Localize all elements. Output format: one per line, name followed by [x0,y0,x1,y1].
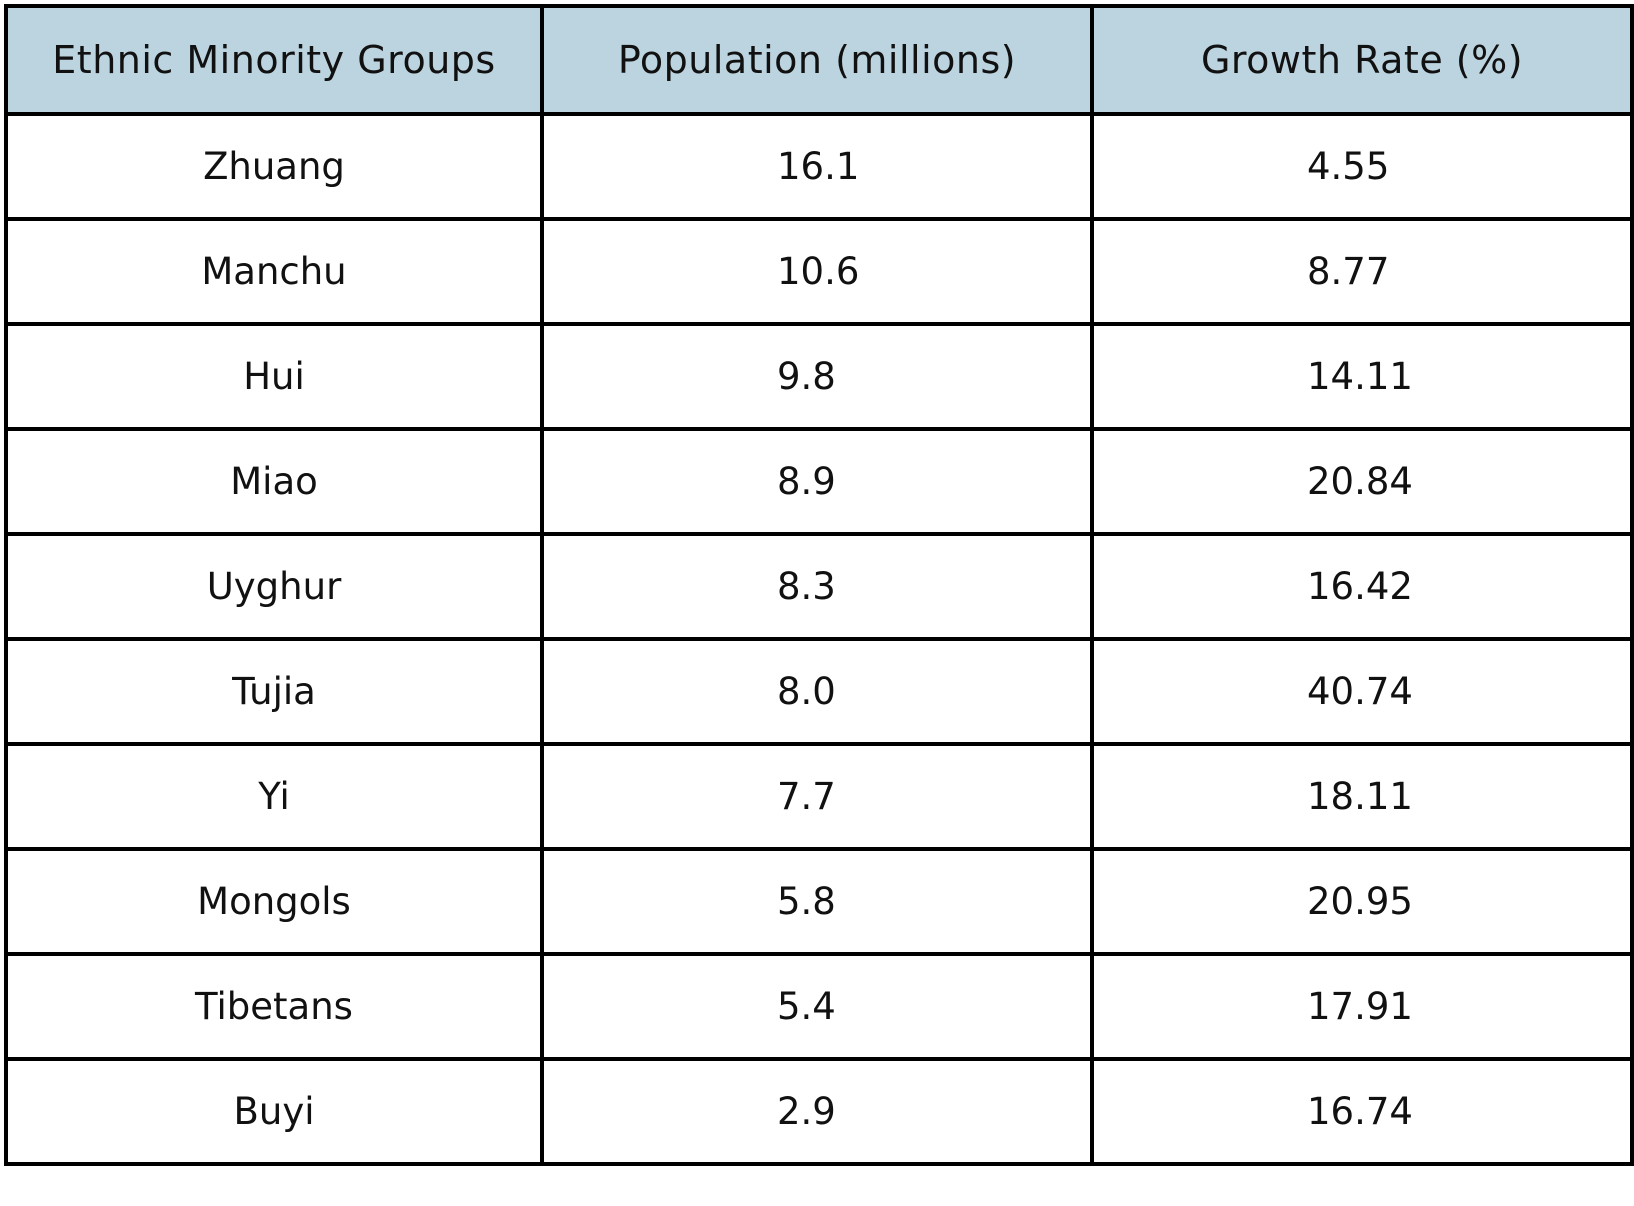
table-row: Tujia 8.0 40.74 [4,637,1634,746]
population-cell: 7.7 [540,742,1094,851]
group-cell: Miao [4,427,544,536]
table-row: Mongols 5.8 20.95 [4,847,1634,956]
growth-rate-cell: 4.55 [1090,112,1634,221]
growth-rate-cell: 20.95 [1090,847,1634,956]
table-row: Zhuang 16.1 4.55 [4,112,1634,221]
table-row: Uyghur 8.3 16.42 [4,532,1634,641]
table-row: Buyi 2.9 16.74 [4,1057,1634,1166]
population-cell: 10.6 [540,217,1094,326]
growth-rate-cell: 8.77 [1090,217,1634,326]
population-cell: 2.9 [540,1057,1094,1166]
table-header: Ethnic Minority Groups Population (milli… [4,4,1634,116]
growth-rate-cell: 18.11 [1090,742,1634,851]
population-cell: 8.3 [540,532,1094,641]
table-row: Miao 8.9 20.84 [4,427,1634,536]
growth-rate-cell: 14.11 [1090,322,1634,431]
population-cell: 5.4 [540,952,1094,1061]
column-header-group: Ethnic Minority Groups [4,4,544,116]
group-cell: Yi [4,742,544,851]
ethnic-minority-table: Ethnic Minority Groups Population (milli… [4,4,1634,1166]
growth-rate-cell: 17.91 [1090,952,1634,1061]
data-table-container: Ethnic Minority Groups Population (milli… [4,4,1634,1166]
table-row: Hui 9.8 14.11 [4,322,1634,431]
growth-rate-cell: 16.74 [1090,1057,1634,1166]
population-cell: 8.0 [540,637,1094,746]
population-cell: 5.8 [540,847,1094,956]
table-row: Manchu 10.6 8.77 [4,217,1634,326]
growth-rate-cell: 20.84 [1090,427,1634,536]
group-cell: Buyi [4,1057,544,1166]
growth-rate-cell: 40.74 [1090,637,1634,746]
group-cell: Hui [4,322,544,431]
column-header-population: Population (millions) [540,4,1094,116]
column-header-growth-rate: Growth Rate (%) [1090,4,1634,116]
population-cell: 9.8 [540,322,1094,431]
group-cell: Zhuang [4,112,544,221]
group-cell: Manchu [4,217,544,326]
table-row: Yi 7.7 18.11 [4,742,1634,851]
population-cell: 16.1 [540,112,1094,221]
table-body: Zhuang 16.1 4.55 Manchu 10.6 8.77 Hui 9.8 14.11 M… [4,112,1634,1166]
group-cell: Tujia [4,637,544,746]
table-row: Tibetans 5.4 17.91 [4,952,1634,1061]
group-cell: Uyghur [4,532,544,641]
group-cell: Tibetans [4,952,544,1061]
growth-rate-cell: 16.42 [1090,532,1634,641]
header-row: Ethnic Minority Groups Population (milli… [4,4,1634,116]
population-cell: 8.9 [540,427,1094,536]
group-cell: Mongols [4,847,544,956]
